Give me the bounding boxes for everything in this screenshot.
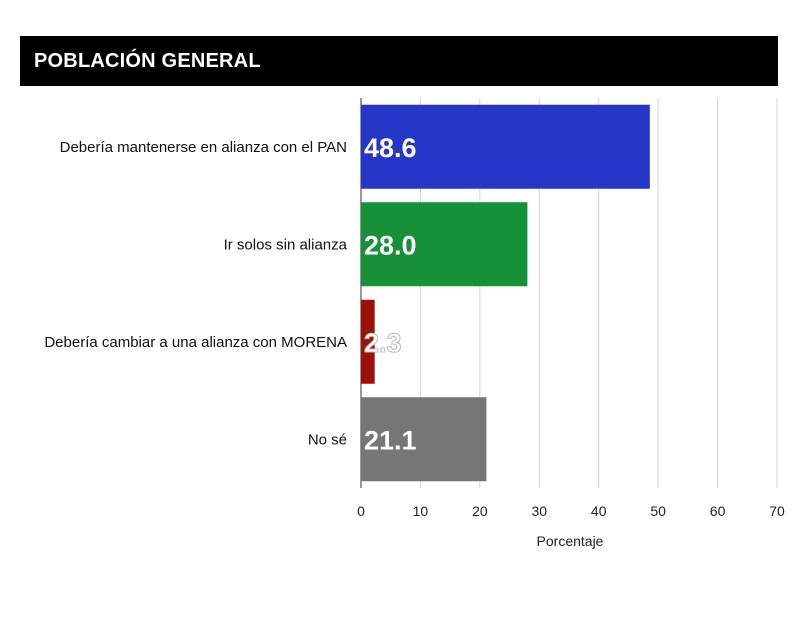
value-label-4: 21.1 bbox=[364, 425, 417, 455]
category-label-3: Debería cambiar a una alianza con MORENA bbox=[44, 334, 347, 351]
category-label-4: No sé bbox=[308, 431, 347, 448]
bar-2 bbox=[361, 202, 528, 287]
x-tick-label-0: 0 bbox=[357, 503, 365, 519]
bar-3 bbox=[361, 299, 375, 384]
chart-title-bar: POBLACIÓN GENERAL bbox=[20, 36, 778, 86]
x-axis-title: Porcentaje bbox=[537, 533, 604, 549]
category-label-2: Ir solos sin alianza bbox=[224, 236, 348, 253]
value-label-3: 2.3 bbox=[364, 328, 402, 358]
x-tick-label-60: 60 bbox=[710, 503, 726, 519]
bar-1 bbox=[361, 104, 650, 189]
bar-4 bbox=[361, 397, 487, 482]
x-tick-label-10: 10 bbox=[413, 503, 429, 519]
x-tick-label-30: 30 bbox=[531, 503, 547, 519]
value-label-1: 48.6 bbox=[364, 133, 417, 163]
chart-title: POBLACIÓN GENERAL bbox=[34, 50, 261, 72]
x-tick-label-50: 50 bbox=[650, 503, 666, 519]
value-label-2: 28.0 bbox=[364, 230, 417, 260]
x-tick-label-20: 20 bbox=[472, 503, 488, 519]
x-tick-label-40: 40 bbox=[591, 503, 607, 519]
x-tick-label-70: 70 bbox=[769, 503, 785, 519]
category-label-1: Debería mantenerse en alianza con el PAN bbox=[60, 139, 347, 156]
